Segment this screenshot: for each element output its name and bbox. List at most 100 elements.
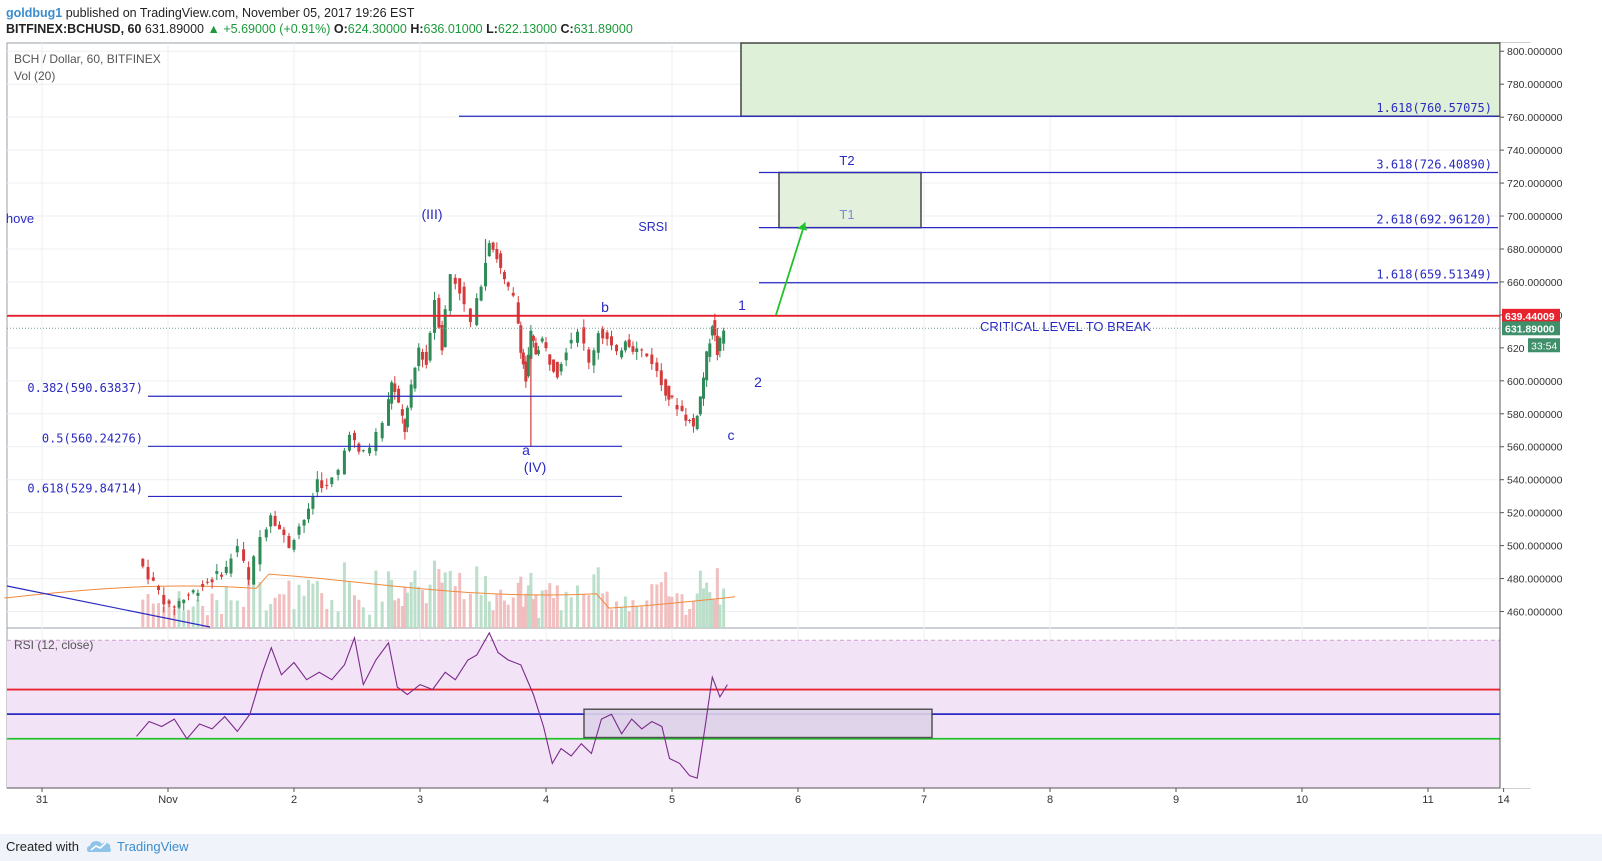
candle-body [559,363,563,372]
volume-bar [361,607,365,628]
candle-body [315,479,319,493]
high-value: 636.01000 [423,22,483,36]
candle-body [287,535,291,548]
volume-bar [710,598,714,628]
wave-iii-label: (III) [422,206,443,222]
chart-annotations: (III) (IV)a b c 1 2 T2 T1 SRSI hove [6,153,855,475]
volume-bar [659,582,663,628]
volume-bar [610,609,614,628]
volume-bar [224,586,228,628]
candle-body [374,431,378,452]
candle-body [516,302,520,324]
candle-body [631,346,635,352]
candle-body [264,529,268,538]
candle-body [186,594,190,596]
candle-body [205,581,209,583]
candle-body [722,330,726,344]
y-tick-label: 740.000000 [1507,145,1563,157]
candle-body [393,383,397,392]
candle-body [521,352,525,365]
candle-body [475,298,479,326]
candle-body [670,395,674,398]
candle-body [610,336,614,346]
volume-bar [670,596,674,628]
volume-bar [400,606,404,628]
author-link[interactable]: goldbug1 [6,6,63,20]
volume-bar [605,591,609,628]
volume-bar [615,601,619,628]
volume-bar [487,601,491,628]
volume-bar [235,600,239,628]
volume-bar [544,589,548,628]
candle-body [417,347,421,367]
candle-body [627,339,631,347]
volume-bar [264,610,268,628]
volume-bar [273,597,277,628]
volume-bar [380,601,384,628]
volume-bar [196,599,200,628]
price-axis: 800.000000 780.000000 760.000000 740.000000… [1499,43,1563,788]
candle-body [655,362,659,372]
volume-bar [601,593,605,628]
volume-bar [374,570,378,628]
candle-body [297,526,301,535]
candle-body [424,351,428,365]
volume-bar [705,582,709,628]
candle-body [502,272,506,280]
candle-body [645,353,649,357]
tradingview-brand-link[interactable]: TradingView [117,839,189,854]
candle-body [157,586,161,591]
volume-bar [172,608,176,628]
candle-body [177,601,181,608]
level-label: 1.618(760.57075) [1376,101,1492,115]
y-tick-label: 600.000000 [1507,376,1563,388]
candle-body [640,349,644,351]
candle-body [330,477,334,485]
timer-tag [1528,338,1560,353]
volume-bar [718,604,722,628]
candle-body [552,359,556,372]
candle-body [555,361,559,378]
price-chart[interactable]: CRITICAL LEVEL TO BREAK 1.618(760.57075) 3… [0,42,1602,834]
candle-body [437,298,441,328]
volume-bar [576,585,579,628]
volume-bar [640,606,644,628]
volume-bar [559,610,563,628]
high-label: H: [410,22,424,36]
volume-bar [475,566,479,628]
candle-body [258,536,262,565]
level-label: 0.5(560.24276) [42,431,143,445]
candle-body [544,342,548,349]
candle-body [151,577,155,581]
candle-body [196,592,200,596]
y-tick-label: 520.000000 [1507,508,1563,520]
volume-bar [582,594,586,628]
candle-body [718,337,722,352]
volume-bar [536,617,540,628]
volume-bar [302,595,306,628]
volume-bar [655,584,659,628]
candle-body [698,396,702,415]
candle-body [548,354,552,365]
candle-body [596,333,600,353]
candle-body [453,277,457,284]
candle-body [684,414,688,421]
tradingview-cloud-icon[interactable] [86,837,112,857]
y-tick-label: 760.000000 [1507,112,1563,124]
candle-body [601,328,605,339]
created-with-text: Created with [6,839,79,854]
candle-body [400,409,404,416]
volume-bar [495,594,499,628]
candle-body [715,335,719,356]
volume-bar [282,594,286,628]
volume-bar [252,582,256,628]
volume-bar [453,586,457,628]
volume-bar [320,593,324,628]
price-pane[interactable] [6,42,1531,629]
candle-body [534,342,538,355]
candle-body [220,574,224,577]
candle-body [650,354,654,365]
candle-body [325,484,329,486]
price-tag-label: 639.44009 [1505,311,1555,323]
volume-bar [491,610,495,628]
